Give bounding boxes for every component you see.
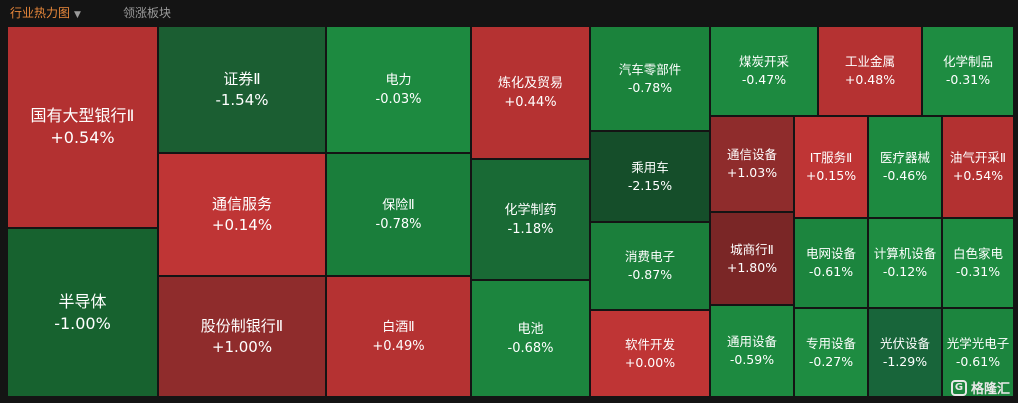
tile-change: -0.78% [375,216,422,232]
tile-change: -0.12% [882,264,928,279]
tile-change: -2.15% [627,177,673,193]
heatmap-tile[interactable]: 工业金属 +0.48% [818,26,922,116]
heatmap-tile[interactable]: 消费电子 -0.87% [590,222,710,310]
heatmap-tile[interactable]: 化学制品 -0.31% [922,26,1014,116]
heatmap-tile[interactable]: 光伏设备 -1.29% [868,308,942,397]
tile-change: +0.48% [844,72,896,87]
heatmap-tile[interactable]: 专用设备 -0.27% [794,308,868,397]
heatmap-tile[interactable]: 软件开发 +0.00% [590,310,710,397]
tab-industry-heatmap[interactable]: 行业热力图 ▼ [10,5,81,23]
heatmap-tile[interactable]: 炼化及贸易 +0.44% [471,26,590,159]
heatmap-tile[interactable]: 通信设备 +1.03% [710,116,794,212]
tile-name: 油气开采Ⅱ [949,150,1007,165]
tile-change: +0.54% [50,128,115,147]
tile-change: +1.03% [726,165,778,180]
heatmap-tile[interactable]: 白色家电 -0.31% [942,218,1014,308]
tile-name: 光伏设备 [879,335,930,351]
tile-name: 汽车零部件 [618,61,682,77]
tab-industry-heatmap-label: 行业热力图 [10,6,71,20]
tile-name: 白色家电 [952,246,1003,261]
tile-change: +0.49% [372,338,425,354]
tile-change: +1.00% [211,337,273,356]
gelonghui-logo-text: 格隆汇 [970,382,1010,397]
heatmap-tile[interactable]: 煤炭开采 -0.47% [710,26,818,116]
tile-change: +0.15% [805,168,857,183]
tile-change: -0.03% [375,91,422,107]
tile-name: 乘用车 [631,159,669,175]
heatmap-tile[interactable]: 医疗器械 -0.46% [868,116,942,218]
heatmap-tile[interactable]: 股份制银行Ⅱ +1.00% [158,276,326,397]
tile-name: IT服务Ⅱ [809,150,853,165]
heatmap-tile[interactable]: 化学制药 -1.18% [471,159,590,280]
tile-name: 化学制品 [942,54,993,69]
chevron-down-icon[interactable]: ▼ [74,10,81,20]
heatmap-tile[interactable]: 国有大型银行Ⅱ +0.54% [7,26,158,228]
tile-change: +1.80% [726,259,778,275]
gelonghui-logo-icon: G [950,379,967,396]
tile-change: -0.46% [882,168,928,183]
heatmap-tile[interactable]: 证券Ⅱ -1.54% [158,26,326,153]
heatmap-tile[interactable]: 乘用车 -2.15% [590,131,710,222]
tile-change: -0.61% [955,353,1001,369]
tile-name: 电池 [517,321,544,337]
tile-change: -0.27% [808,353,854,369]
tile-name: 煤炭开采 [738,54,789,69]
tile-name: 通用设备 [726,334,777,349]
heatmap-tile[interactable]: 半导体 -1.00% [7,228,158,397]
heatmap-tile[interactable]: 计算机设备 -0.12% [868,218,942,308]
tile-change: -0.87% [627,267,673,282]
heatmap-tile[interactable]: 电力 -0.03% [326,26,471,153]
tile-change: -0.31% [945,72,991,87]
tile-change: -0.47% [741,72,787,87]
tile-name: 计算机设备 [873,246,937,261]
tile-name: 白酒Ⅱ [382,319,415,335]
tile-name: 电力 [385,72,412,88]
tile-change: -0.78% [627,79,673,95]
tile-change: -1.00% [54,313,111,333]
tile-name: 城商行Ⅱ [730,241,774,257]
heatmap-tile[interactable]: 城商行Ⅱ +1.80% [710,212,794,305]
tile-name: 股份制银行Ⅱ [200,316,284,335]
tile-name: 通信设备 [726,147,777,162]
tile-change: -0.59% [729,352,775,367]
tile-name: 医疗器械 [879,150,930,165]
heatmap-tile[interactable]: 保险Ⅱ -0.78% [326,153,471,276]
tile-change: -0.68% [507,340,554,356]
tile-name: 化学制药 [504,202,557,218]
tile-name: 专用设备 [805,335,856,351]
heatmap-tile[interactable]: 电网设备 -0.61% [794,218,868,308]
tile-change: -1.29% [882,353,928,369]
heatmap-tile[interactable]: 汽车零部件 -0.78% [590,26,710,131]
tile-change: -0.31% [955,264,1001,279]
gelonghui-logo: G 格隆汇 [950,378,1010,397]
heatmap-tile[interactable]: 白酒Ⅱ +0.49% [326,276,471,397]
heatmap-tile[interactable]: 通用设备 -0.59% [710,305,794,397]
tile-change: +0.00% [624,354,676,370]
tile-change: +0.54% [952,168,1004,183]
tile-name: 通信服务 [211,194,272,213]
heatmap-tile[interactable]: 通信服务 +0.14% [158,153,326,276]
tile-change: +0.44% [504,94,557,110]
tab-leading-sectors[interactable]: 领涨板块 [123,6,172,20]
tab-bar: 行业热力图 ▼ 领涨板块 [0,0,1018,26]
tile-name: 工业金属 [844,54,895,69]
tile-name: 软件开发 [624,336,675,352]
tile-change: -1.54% [215,90,269,109]
tile-name: 消费电子 [624,249,675,264]
tile-change: -1.18% [507,221,554,237]
tile-name: 证券Ⅱ [223,69,261,88]
tile-name: 保险Ⅱ [382,197,415,213]
tile-name: 电网设备 [805,246,856,261]
tile-change: +0.14% [211,215,273,234]
tile-change: -0.61% [808,264,854,279]
tile-name: 半导体 [58,291,107,311]
tile-name: 光学光电子 [946,335,1010,351]
tile-name: 炼化及贸易 [497,75,563,91]
heatmap-tile[interactable]: IT服务Ⅱ +0.15% [794,116,868,218]
heatmap-tile[interactable]: 电池 -0.68% [471,280,590,397]
heatmap-tile[interactable]: 油气开采Ⅱ +0.54% [942,116,1014,218]
tile-name: 国有大型银行Ⅱ [30,106,135,125]
